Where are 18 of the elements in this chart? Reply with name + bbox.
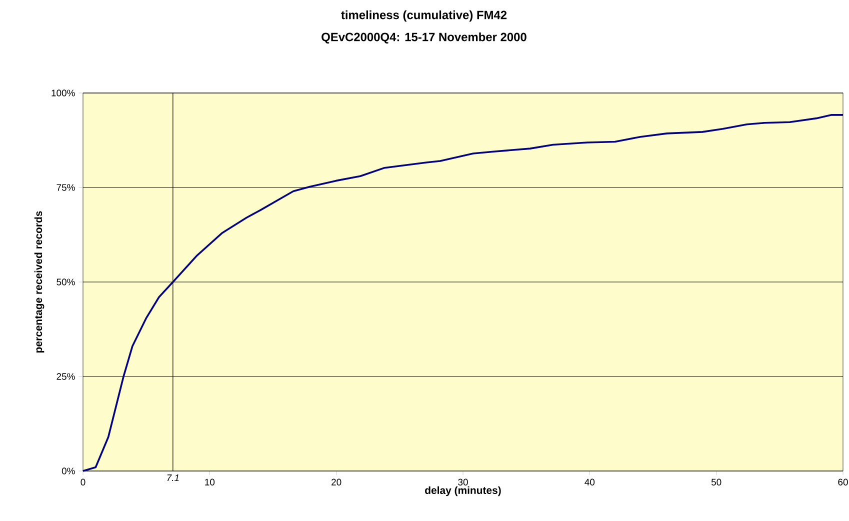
x-tick-label: 10 xyxy=(205,478,215,486)
x-tick-label: 50 xyxy=(711,478,722,486)
x-tick-label: 0 xyxy=(80,478,86,486)
x-axis-title: delay (minutes) xyxy=(425,486,501,496)
y-tick-label: 0% xyxy=(62,468,75,474)
y-tick-label: 50% xyxy=(56,278,75,286)
y-tick-label: 25% xyxy=(56,373,75,380)
y-tick-label: 75% xyxy=(56,184,75,191)
chart-title: timeliness (cumulative) FM42 xyxy=(341,10,507,22)
y-axis-title: percentage received records xyxy=(34,211,44,353)
x-tick-label: 60 xyxy=(838,478,848,486)
y-tick-label: 100% xyxy=(52,90,75,96)
ref-line-label: 7.1 xyxy=(167,474,179,482)
chart-subtitle: QEvC2000Q4: 15-17 November 2000 xyxy=(322,32,526,44)
line-series xyxy=(82,114,844,472)
x-tick-label: 20 xyxy=(332,478,342,486)
x-tick-label: 30 xyxy=(458,478,468,486)
x-tick-label: 40 xyxy=(584,478,595,486)
